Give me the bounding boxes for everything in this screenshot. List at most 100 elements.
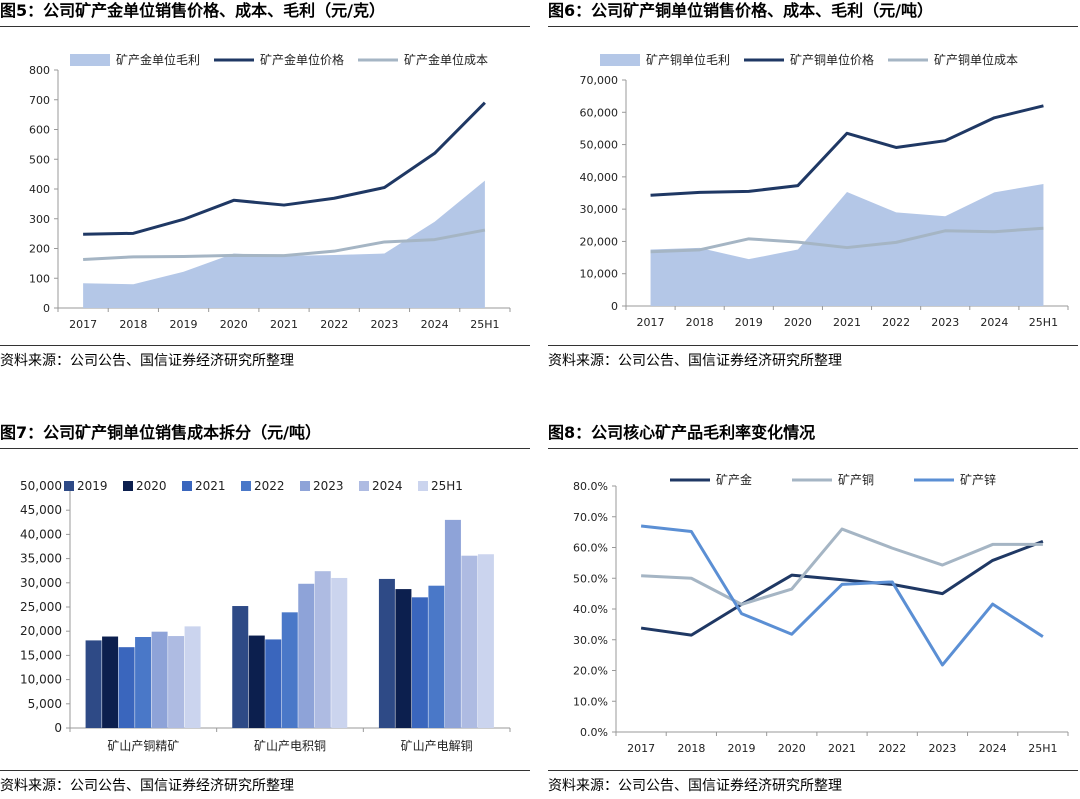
bar [395,589,412,728]
chart-title: 图6：公司矿产铜单位销售价格、成本、毛利（元/吨） [548,1,933,20]
y-tick-label: 0.0% [580,726,608,739]
y-tick-label: 30,000 [20,576,62,590]
legend-label: 矿产铜 [838,472,874,487]
x-tick-label: 25H1 [470,318,499,331]
line-series-1 [641,527,1043,606]
y-tick-label: 15,000 [20,648,62,662]
legend-label: 2022 [254,479,285,493]
y-tick-label: 30.0% [573,634,608,647]
legend-label: 矿产金单位成本 [404,52,488,67]
x-tick-label: 2020 [220,318,248,331]
line-series-2 [650,226,1044,254]
bar [411,597,428,728]
x-tick-label: 2018 [677,742,705,755]
legend-swatch [600,54,640,66]
source-rule [548,770,1078,771]
bar [477,554,494,728]
y-tick-label: 700 [29,94,50,107]
bar [281,612,298,728]
x-tick-label: 2019 [735,316,763,329]
y-tick-label: 25,000 [20,600,62,614]
y-tick-label: 20.0% [573,665,608,678]
y-tick-label: 10,000 [580,268,619,281]
title-rule [0,26,530,27]
bar [298,583,315,728]
chart-title: 图7：公司矿产铜单位销售成本拆分（元/吨） [0,423,321,442]
y-tick-label: 50,000 [20,479,62,493]
x-tick-label: 2022 [882,316,910,329]
x-tick-label: 2022 [878,742,906,755]
title-rule [548,26,1078,27]
copper-unit-price-cost-margin-chart: 0 10,000 20,000 30,000 40,000 50,000 60,000 70,… [580,52,1069,329]
title-rule [548,448,1078,449]
x-tick-label: 2024 [980,316,1008,329]
x-tick-label: 2020 [778,742,806,755]
bar [265,639,282,728]
y-tick-label: 20,000 [580,235,619,248]
bar [444,519,461,728]
bar [331,577,348,728]
x-tick-label: 2017 [627,742,655,755]
y-tick-label: 30,000 [580,203,619,216]
line-series-2 [640,524,1044,667]
x-tick-label: 2024 [421,318,449,331]
line-series-1 [83,101,486,236]
legend-swatch [359,481,369,491]
y-tick-label: 300 [29,213,50,226]
source-rule [0,345,530,346]
legend-swatch [123,481,133,491]
source-note: 资料来源：公司公告、国信证券经济研究所整理 [548,353,842,369]
chart-panel-gross-margin: 图8：公司核心矿产品毛利率变化情况 0.0% 10.0% 20.0% 30.0% 40.… [548,422,1078,799]
y-tick-label: 40,000 [580,171,619,184]
x-tick-label: 2019 [728,742,756,755]
chart-panel-copper: 图6：公司矿产铜单位销售价格、成本、毛利（元/吨） 0 10,000 20,000 3… [548,0,1078,380]
y-tick-label: 60,000 [580,106,619,119]
y-tick-label: 45,000 [20,503,62,517]
chart-title: 图8：公司核心矿产品毛利率变化情况 [548,423,816,442]
y-tick-label: 10.0% [573,695,608,708]
line-series-1 [650,104,1044,197]
y-tick-label: 35,000 [20,552,62,566]
bar [151,631,168,728]
legend-swatch [182,481,192,491]
bar [168,636,185,728]
title-rule [0,448,530,449]
bar [248,635,265,728]
x-tick-label: 矿山产电积铜 [254,738,326,753]
bar [184,626,201,728]
x-tick-label: 2017 [637,316,665,329]
x-tick-label: 2017 [69,318,97,331]
y-tick-label: 0 [54,721,62,735]
x-tick-label: 2018 [119,318,147,331]
x-tick-label: 25H1 [1028,742,1057,755]
x-tick-label: 矿山产铜精矿 [107,738,179,753]
y-tick-label: 800 [29,64,50,77]
bar [85,640,102,728]
y-tick-label: 200 [29,243,50,256]
y-tick-label: 60.0% [573,542,608,555]
legend-label: 矿产金 [716,472,752,487]
y-tick-label: 400 [29,183,50,196]
source-note: 资料来源：公司公告、国信证券经济研究所整理 [0,353,294,369]
legend-swatch [418,481,428,491]
source-rule [0,770,530,771]
source-rule [548,345,1078,346]
chart-panel-copper-cost-breakdown: 图7：公司矿产铜单位销售成本拆分（元/吨） 0 5,000 10,000 15,000… [0,422,530,799]
bar [232,606,249,728]
chart-panel-gold: 图5：公司矿产金单位销售价格、成本、毛利（元/克） 0 100 200 300 400 5… [0,0,530,380]
source-note: 资料来源：公司公告、国信证券经济研究所整理 [0,778,294,794]
bar [118,647,135,728]
area-series-0 [83,180,485,308]
y-tick-label: 600 [29,124,50,137]
x-tick-label: 2023 [931,316,959,329]
x-tick-label: 2019 [170,318,198,331]
bar [461,555,478,728]
legend-label: 2019 [77,479,108,493]
y-tick-label: 70,000 [580,74,619,87]
x-tick-label: 2020 [784,316,812,329]
gross-margin-line-chart: 0.0% 10.0% 20.0% 30.0% 40.0% 50.0% 60.0% 70.0% 8… [573,472,1069,755]
x-tick-label: 2021 [833,316,861,329]
area-series-0 [650,183,1044,306]
x-tick-label: 2021 [270,318,298,331]
y-tick-label: 40.0% [573,603,608,616]
